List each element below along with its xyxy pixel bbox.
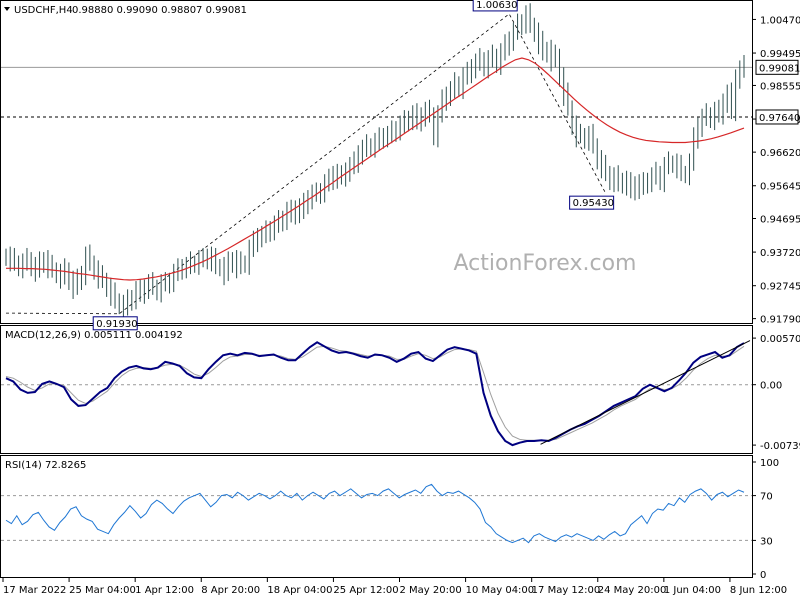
rsi-pane <box>0 455 753 578</box>
macd-axis: 0.005707 0.00 -0.007399 <box>752 334 800 452</box>
y-tick-label: 0.98555 <box>760 81 800 92</box>
y-tick-label: -0.007399 <box>760 441 800 452</box>
price-box-label: 0.97640 <box>759 113 800 124</box>
swing-annotation-label: 1.00630 <box>476 0 517 11</box>
ohlc-label: 0.98880 0.99090 0.98807 0.99081 <box>72 5 247 16</box>
y-tick-label: 0.96620 <box>760 148 800 159</box>
x-tick-label: 17 May 12:00 <box>532 585 601 596</box>
chevron-down-icon <box>4 7 10 11</box>
price-box <box>755 59 799 75</box>
price-box <box>755 109 799 125</box>
x-tick-label: 25 Apr 12:00 <box>333 585 398 596</box>
time-axis: 17 Mar 2022 25 Mar 04:00 1 Apr 12:00 8 Apr … <box>2 578 787 596</box>
x-tick-label: 1 Jun 04:00 <box>664 585 721 596</box>
swing-line <box>5 13 606 315</box>
x-tick-label: 8 Apr 20:00 <box>201 585 260 596</box>
swing-annotation-box <box>92 316 138 331</box>
x-tick-label: 18 Apr 04:00 <box>267 585 332 596</box>
swing-annotation-box <box>472 0 518 12</box>
price-box-label: 0.99081 <box>759 63 800 74</box>
x-tick-label: 17 Mar 2022 <box>3 585 66 596</box>
y-tick-label: 0.99495 <box>760 49 800 60</box>
swing-annotation-label: 0.95430 <box>573 198 614 209</box>
y-tick-label: 70 <box>760 492 773 503</box>
moving-average-line <box>6 57 745 281</box>
x-tick-label: 10 May 04:00 <box>466 585 535 596</box>
watermark: ActionForex.com <box>454 251 637 276</box>
price-plot <box>1 3 752 320</box>
symbol-label: USDCHF,H4 <box>14 5 73 16</box>
macd-line <box>5 341 745 447</box>
y-tick-label: 0.005707 <box>760 334 800 345</box>
macd-plot <box>1 340 752 447</box>
swing-annotation-box <box>569 195 615 210</box>
y-tick-label: 0.92745 <box>760 282 800 293</box>
rsi-line <box>5 483 745 544</box>
price-annotations: 1.00630 0.91930 0.95430 <box>92 0 615 331</box>
y-tick-label: 30 <box>760 536 773 547</box>
y-tick-label: 0 <box>760 570 766 581</box>
macd-pane <box>0 325 753 454</box>
x-tick-label: 1 Apr 12:00 <box>135 585 194 596</box>
signal-line <box>5 345 745 441</box>
x-tick-label: 2 May 20:00 <box>400 585 462 596</box>
x-tick-label: 25 Mar 04:00 <box>69 585 136 596</box>
swing-annotation-label: 0.91930 <box>96 319 137 330</box>
price-pane <box>0 0 753 324</box>
macd-title: MACD(12,26,9) 0.005111 0.004192 <box>5 330 183 341</box>
y-tick-label: 1.00470 <box>760 15 800 26</box>
y-tick-label: 0.95645 <box>760 182 800 193</box>
rsi-title: RSI(14) 72.8265 <box>5 460 86 471</box>
x-tick-label: 8 Jun 12:00 <box>730 585 787 596</box>
macd-trendline <box>540 340 751 445</box>
price-title: USDCHF,H4 0.98880 0.99090 0.98807 0.9908… <box>4 5 247 16</box>
x-tick-label: 24 May 20:00 <box>598 585 667 596</box>
y-tick-label: 0.91790 <box>760 315 800 326</box>
rsi-axis: 100 70 30 0 <box>752 458 779 581</box>
y-tick-label: 0.94695 <box>760 214 800 225</box>
price-axis: 1.004700.994950.985550.975800.966200.956… <box>752 15 800 326</box>
rsi-plot <box>1 483 752 544</box>
y-tick-label: 0.93720 <box>760 248 800 259</box>
y-tick-label: 100 <box>760 458 779 469</box>
y-tick-label: 0.00 <box>760 381 782 392</box>
